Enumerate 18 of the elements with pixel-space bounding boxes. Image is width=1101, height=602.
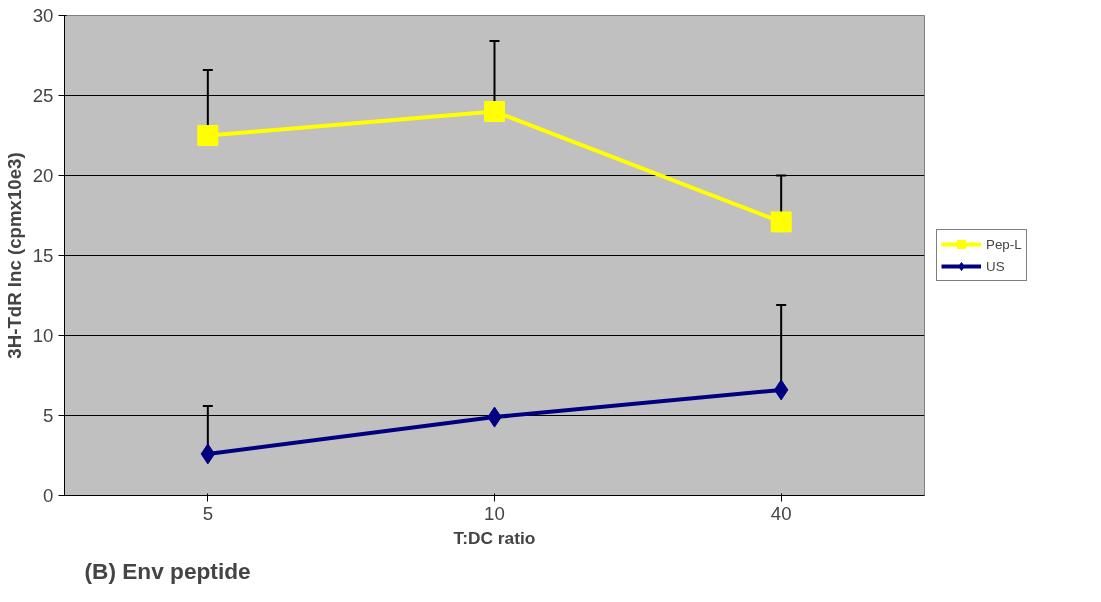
y-tick-label: 25 xyxy=(32,85,54,106)
y-tick-label: 30 xyxy=(32,5,54,26)
point xyxy=(484,101,505,122)
y-tick-label: 10 xyxy=(32,325,54,346)
point xyxy=(770,211,792,233)
y-tick-label: 15 xyxy=(32,245,54,266)
y-tick-label: 5 xyxy=(43,405,54,426)
y-tick-label: 20 xyxy=(32,165,54,186)
text: (B) Env peptide xyxy=(84,557,251,584)
legend-label: US xyxy=(986,258,1006,274)
x-tick-label: 5 xyxy=(202,502,214,524)
x-tick-label: 10 xyxy=(484,502,505,524)
x-axis-title: T:DC ratio xyxy=(453,527,536,548)
x-tick-label: 40 xyxy=(770,502,792,524)
point xyxy=(197,125,219,146)
y-axis-title: 3H-TdR Inc (cpmx10e3) xyxy=(3,152,25,359)
y-tick-label: 0 xyxy=(43,485,54,506)
legend-label: Pep-L xyxy=(986,236,1022,252)
